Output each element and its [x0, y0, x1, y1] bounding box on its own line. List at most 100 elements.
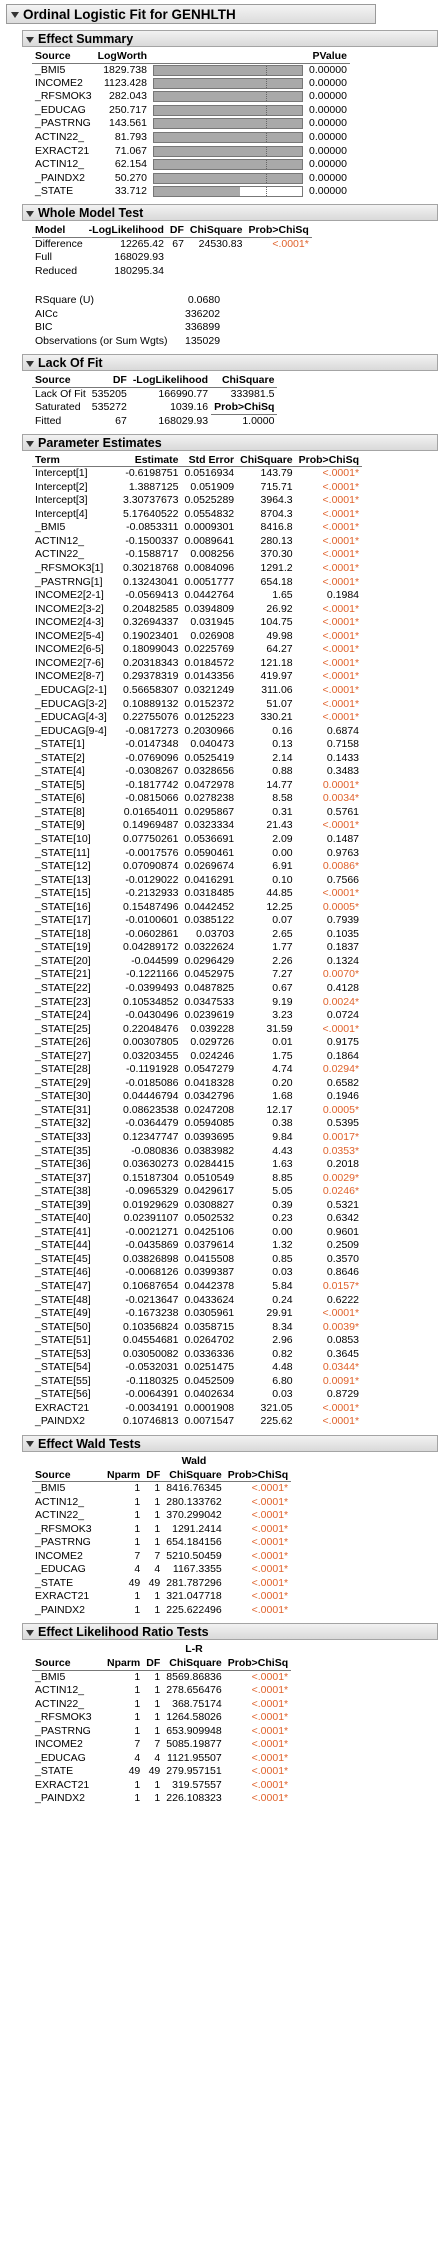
table-row[interactable]: _STATE[45] 0.03826898 0.0415508 0.85 0.3570 [32, 1253, 362, 1267]
table-row[interactable]: _STATE[28] -0.1191928 0.0547279 4.74 0.0294 [32, 1063, 362, 1077]
column-header[interactable]: Source [32, 1656, 104, 1671]
effect-summary-header[interactable]: Effect Summary [22, 30, 438, 47]
table-row[interactable]: ACTIN22_ 1 1 368.75174 <.0001 [32, 1697, 291, 1711]
disclosure-icon[interactable] [26, 211, 34, 218]
table-row[interactable]: _STATE[29] -0.0185086 0.0418328 0.20 0.6582 [32, 1077, 362, 1091]
column-header[interactable]: DF [143, 1656, 164, 1671]
table-row[interactable]: _STATE[26] 0.00307805 0.029726 0.01 0.9175 [32, 1036, 362, 1050]
table-row[interactable]: _STATE[12] 0.07090874 0.0269674 6.91 0.0086 [32, 860, 362, 874]
table-row[interactable]: _STATE[6] -0.0815066 0.0278238 8.58 0.0034 [32, 792, 362, 806]
table-row[interactable]: _STATE[55] -0.1180325 0.0452509 6.80 0.0091 [32, 1375, 362, 1389]
table-row[interactable]: _STATE 49 49 281.787296 <.0001 [32, 1577, 291, 1591]
table-row[interactable]: INCOME2[6-5] 0.18099043 0.0225769 64.27 <.00… [32, 643, 362, 657]
table-row[interactable]: _PAINDX2 1 1 226.108323 <.0001 [32, 1792, 291, 1806]
disclosure-icon[interactable] [26, 36, 34, 43]
table-row[interactable]: _STATE[56] -0.0064391 0.0402634 0.03 0.8729 [32, 1388, 362, 1402]
table-row[interactable]: ACTIN12_ 1 1 278.656476 <.0001 [32, 1684, 291, 1698]
column-header[interactable]: Nparm [104, 1467, 144, 1483]
table-row[interactable]: _STATE[50] 0.10356824 0.0358715 8.34 0.0039 [32, 1320, 362, 1334]
table-row[interactable]: ACTIN22_ 1 1 370.299042 <.0001 [32, 1509, 291, 1523]
table-row[interactable]: EXRACT21 1 1 321.047718 <.0001 [32, 1590, 291, 1604]
table-row[interactable]: INCOME2[4-3] 0.32694337 0.031945 104.75 <.00… [32, 616, 362, 630]
table-row[interactable]: EXRACT21 71.067 0.00000 [32, 144, 350, 158]
column-header[interactable]: Nparm [104, 1656, 144, 1671]
table-row[interactable]: _RFSMOK3 282.043 0.00000 [32, 90, 350, 104]
table-row[interactable]: _STATE[47] 0.10687654 0.0442378 5.84 0.0157 [32, 1280, 362, 1294]
table-row[interactable]: _STATE[46] -0.0068126 0.0399387 0.03 0.8646 [32, 1266, 362, 1280]
column-header[interactable]: LogWorth [94, 49, 150, 64]
table-row[interactable]: ACTIN12_ -0.1500337 0.0089641 280.13 <.0001 [32, 535, 362, 549]
table-row[interactable]: _EDUCAG[3-2] 0.10889132 0.0152372 51.07 <.00… [32, 697, 362, 711]
table-row[interactable]: _STATE 49 49 279.957151 <.0001 [32, 1765, 291, 1779]
table-row[interactable]: Intercept[4] 5.17640522 0.0554832 8704.3 <.0… [32, 508, 362, 522]
table-row[interactable]: _RFSMOK3[1] 0.30218768 0.0084096 1291.2 <.00… [32, 562, 362, 576]
column-header[interactable]: Prob>ChiSq [224, 1467, 292, 1483]
table-row[interactable]: _STATE[38] -0.0965329 0.0429617 5.05 0.0246 [32, 1185, 362, 1199]
table-row[interactable]: _STATE[17] -0.0100601 0.0385122 0.07 0.7939 [32, 914, 362, 928]
table-row[interactable]: _PAINDX2 50.270 0.00000 [32, 171, 350, 185]
table-row[interactable]: _PAINDX2 0.10746813 0.0071547 225.62 <.0001 [32, 1415, 362, 1429]
wald-tests-header[interactable]: Effect Wald Tests [22, 1434, 438, 1452]
table-row[interactable]: _STATE[48] -0.0213647 0.0433624 0.24 0.6222 [32, 1293, 362, 1307]
table-row[interactable]: _STATE[1] -0.0147348 0.040473 0.13 0.7158 [32, 738, 362, 752]
table-row[interactable]: ACTIN22_ -0.1588717 0.008256 370.30 <.0001 [32, 548, 362, 562]
table-row[interactable]: _STATE[39] 0.01929629 0.0308827 0.39 0.5321 [32, 1198, 362, 1212]
table-row[interactable]: EXRACT21 1 1 319.57557 <.0001 [32, 1779, 291, 1793]
table-row[interactable]: _STATE[8] 0.01654011 0.0295867 0.31 0.5761 [32, 806, 362, 820]
table-row[interactable]: INCOME2[3-2] 0.20482585 0.0394809 26.92 <.00… [32, 602, 362, 616]
table-row[interactable]: _PASTRNG 1 1 653.909948 <.0001 [32, 1724, 291, 1738]
column-header[interactable]: Source [32, 1467, 104, 1483]
table-row[interactable]: _STATE[19] 0.04289172 0.0322624 1.77 0.1837 [32, 941, 362, 955]
column-header[interactable]: Prob>ChiSq [224, 1656, 292, 1671]
table-row[interactable]: _STATE[54] -0.0532031 0.0251475 4.48 0.0344 [32, 1361, 362, 1375]
table-row[interactable]: _STATE[18] -0.0602861 0.03703 2.65 0.1035 [32, 928, 362, 942]
table-row[interactable]: _STATE[24] -0.0430496 0.0239619 3.23 0.0724 [32, 1009, 362, 1023]
table-row[interactable]: _STATE[13] -0.0129022 0.0416291 0.10 0.7566 [32, 873, 362, 887]
table-row[interactable]: _RFSMOK3 1 1 1291.2414 <.0001 [32, 1522, 291, 1536]
table-row[interactable]: _STATE[27] 0.03203455 0.024246 1.75 0.1864 [32, 1049, 362, 1063]
table-row[interactable]: INCOME2[5-4] 0.19023401 0.026908 49.98 <.000… [32, 630, 362, 644]
table-row[interactable]: EXRACT21 -0.0034191 0.0001908 321.05 <.0001 [32, 1402, 362, 1416]
table-row[interactable]: _PASTRNG[1] 0.13243041 0.0051777 654.18 <.00… [32, 575, 362, 589]
table-row[interactable]: _STATE[32] -0.0364479 0.0594085 0.38 0.5395 [32, 1117, 362, 1131]
column-header[interactable]: Estimate [120, 452, 182, 468]
column-header[interactable]: Prob>ChiSq [295, 452, 363, 468]
column-header[interactable]: Source [32, 49, 95, 64]
table-row[interactable]: _EDUCAG 4 4 1121.95507 <.0001 [32, 1752, 291, 1766]
table-row[interactable]: _STATE[30] 0.04446794 0.0342796 1.68 0.1946 [32, 1090, 362, 1104]
table-row[interactable]: INCOME2 7 7 5210.50459 <.0001 [32, 1550, 291, 1564]
disclosure-icon[interactable] [26, 1441, 34, 1448]
lack-of-fit-header[interactable]: Lack Of Fit [22, 354, 438, 372]
column-header[interactable]: ChiSquare [237, 452, 296, 468]
table-row[interactable]: _STATE[22] -0.0399493 0.0487825 0.67 0.4128 [32, 982, 362, 996]
whole-model-header[interactable]: Whole Model Test [22, 204, 438, 222]
table-row[interactable]: _STATE[51] 0.04554681 0.0264702 2.96 0.0853 [32, 1334, 362, 1348]
table-row[interactable]: ACTIN22_ 81.793 0.00000 [32, 131, 350, 145]
table-row[interactable]: _STATE[25] 0.22048476 0.039228 31.59 <.0001 [32, 1022, 362, 1036]
table-row[interactable]: _PASTRNG 1 1 654.184156 <.0001 [32, 1536, 291, 1550]
table-row[interactable]: INCOME2 7 7 5085.19877 <.0001 [32, 1738, 291, 1752]
table-row[interactable]: _STATE[44] -0.0435869 0.0379614 1.32 0.2509 [32, 1239, 362, 1253]
table-row[interactable]: _EDUCAG[4-3] 0.22755076 0.0125223 330.21 <.0… [32, 711, 362, 725]
table-row[interactable]: _RFSMOK3 1 1 1264.58026 <.0001 [32, 1711, 291, 1725]
table-row[interactable]: _STATE[21] -0.1221166 0.0452975 7.27 0.0070 [32, 968, 362, 982]
table-row[interactable]: _BMI5 -0.0853311 0.0009301 8416.8 <.0001 [32, 521, 362, 535]
table-row[interactable]: _EDUCAG[2-1] 0.56658307 0.0321249 311.06 <.0… [32, 684, 362, 698]
table-row[interactable]: _STATE[2] -0.0769096 0.0525419 2.14 0.1433 [32, 751, 362, 765]
table-row[interactable]: Intercept[1] -0.6198751 0.0516934 143.79 <.0… [32, 467, 362, 481]
table-row[interactable]: _STATE[31] 0.08623538 0.0247208 12.17 0.0005 [32, 1104, 362, 1118]
table-row[interactable]: _STATE[5] -0.1817742 0.0472978 14.77 0.0001 [32, 779, 362, 793]
table-row[interactable]: INCOME2 1123.428 0.00000 [32, 77, 350, 91]
table-row[interactable]: _STATE[20] -0.044599 0.0296429 2.26 0.1324 [32, 955, 362, 969]
column-header[interactable]: ChiSquare [163, 1467, 225, 1483]
table-row[interactable]: _STATE[37] 0.15187304 0.0510549 8.85 0.0029 [32, 1171, 362, 1185]
table-row[interactable]: _STATE[9] 0.14969487 0.0323334 21.43 <.0001 [32, 819, 362, 833]
table-row[interactable]: _STATE[41] -0.0021271 0.0425106 0.00 0.9601 [32, 1226, 362, 1240]
table-row[interactable]: _STATE[16] 0.15487496 0.0442452 12.25 0.0005 [32, 900, 362, 914]
table-row[interactable]: _STATE[35] -0.080836 0.0383982 4.43 0.0353 [32, 1144, 362, 1158]
parameter-estimates-header[interactable]: Parameter Estimates [22, 433, 438, 451]
table-row[interactable]: ACTIN12_ 1 1 280.133762 <.0001 [32, 1495, 291, 1509]
table-row[interactable]: _STATE[11] -0.0017576 0.0590461 0.00 0.9763 [32, 846, 362, 860]
table-row[interactable]: INCOME2[8-7] 0.29378319 0.0143356 419.97 <.0… [32, 670, 362, 684]
column-header[interactable]: ChiSquare [163, 1656, 225, 1671]
